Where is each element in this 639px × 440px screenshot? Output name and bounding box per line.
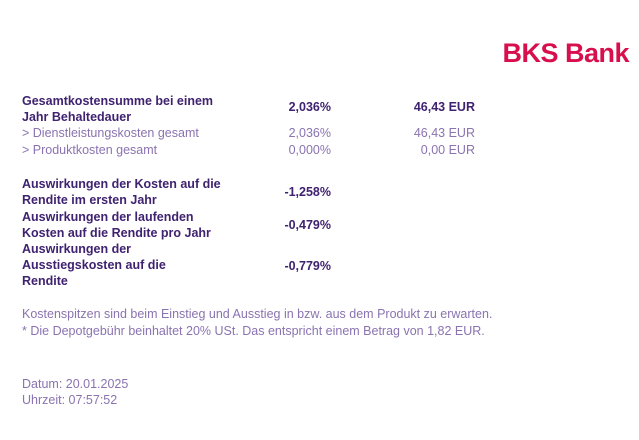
- bks-bank-logo: BKS Bank: [502, 38, 629, 68]
- service-costs-percent: 2,036%: [288, 126, 331, 140]
- note-cost-peaks: Kostenspitzen sind beim Einstieg und Aus…: [22, 307, 493, 321]
- product-costs-amount: 0,00 EUR: [420, 143, 475, 157]
- impact-first-year-percent: -1,258%: [284, 185, 331, 199]
- impact-first-year-row: Auswirkungen der Kosten auf die Rendite …: [22, 176, 482, 208]
- print-time: Uhrzeit: 07:57:52: [22, 393, 118, 407]
- service-costs-row: > Dienstleistungskosten gesamt 2,036% 46…: [22, 125, 482, 141]
- impact-exit-row: Auswirkungen der Ausstiegskosten auf die…: [22, 241, 482, 289]
- impact-running-row: Auswirkungen der laufenden Kosten auf di…: [22, 209, 482, 241]
- print-date: Datum: 20.01.2025: [22, 377, 129, 391]
- impact-running-label: Auswirkungen der laufenden Kosten auf di…: [22, 210, 211, 240]
- impact-exit-percent: -0,779%: [284, 259, 331, 273]
- total-cost-row: Gesamtkostensumme bei einem Jahr Behalte…: [22, 93, 482, 125]
- product-costs-label: > Produktkosten gesamt: [22, 143, 158, 157]
- service-costs-label: > Dienstleistungskosten gesamt: [22, 126, 199, 140]
- total-cost-amount: 46,43 EUR: [413, 100, 475, 114]
- product-costs-percent: 0,000%: [288, 143, 331, 157]
- impact-exit-label: Auswirkungen der Ausstiegskosten auf die…: [22, 242, 166, 288]
- impact-running-percent: -0,479%: [284, 218, 331, 232]
- impact-first-year-label: Auswirkungen der Kosten auf die Rendite …: [22, 177, 221, 207]
- note-depot-fee: * Die Depotgebühr beinhaltet 20% USt. Da…: [22, 324, 485, 338]
- cost-table: Gesamtkostensumme bei einem Jahr Behalte…: [22, 93, 482, 158]
- total-cost-label: Gesamtkostensumme bei einem Jahr Behalte…: [22, 94, 214, 124]
- service-costs-amount: 46,43 EUR: [413, 126, 475, 140]
- product-costs-row: > Produktkosten gesamt 0,000% 0,00 EUR: [22, 142, 482, 158]
- total-cost-percent: 2,036%: [288, 100, 331, 114]
